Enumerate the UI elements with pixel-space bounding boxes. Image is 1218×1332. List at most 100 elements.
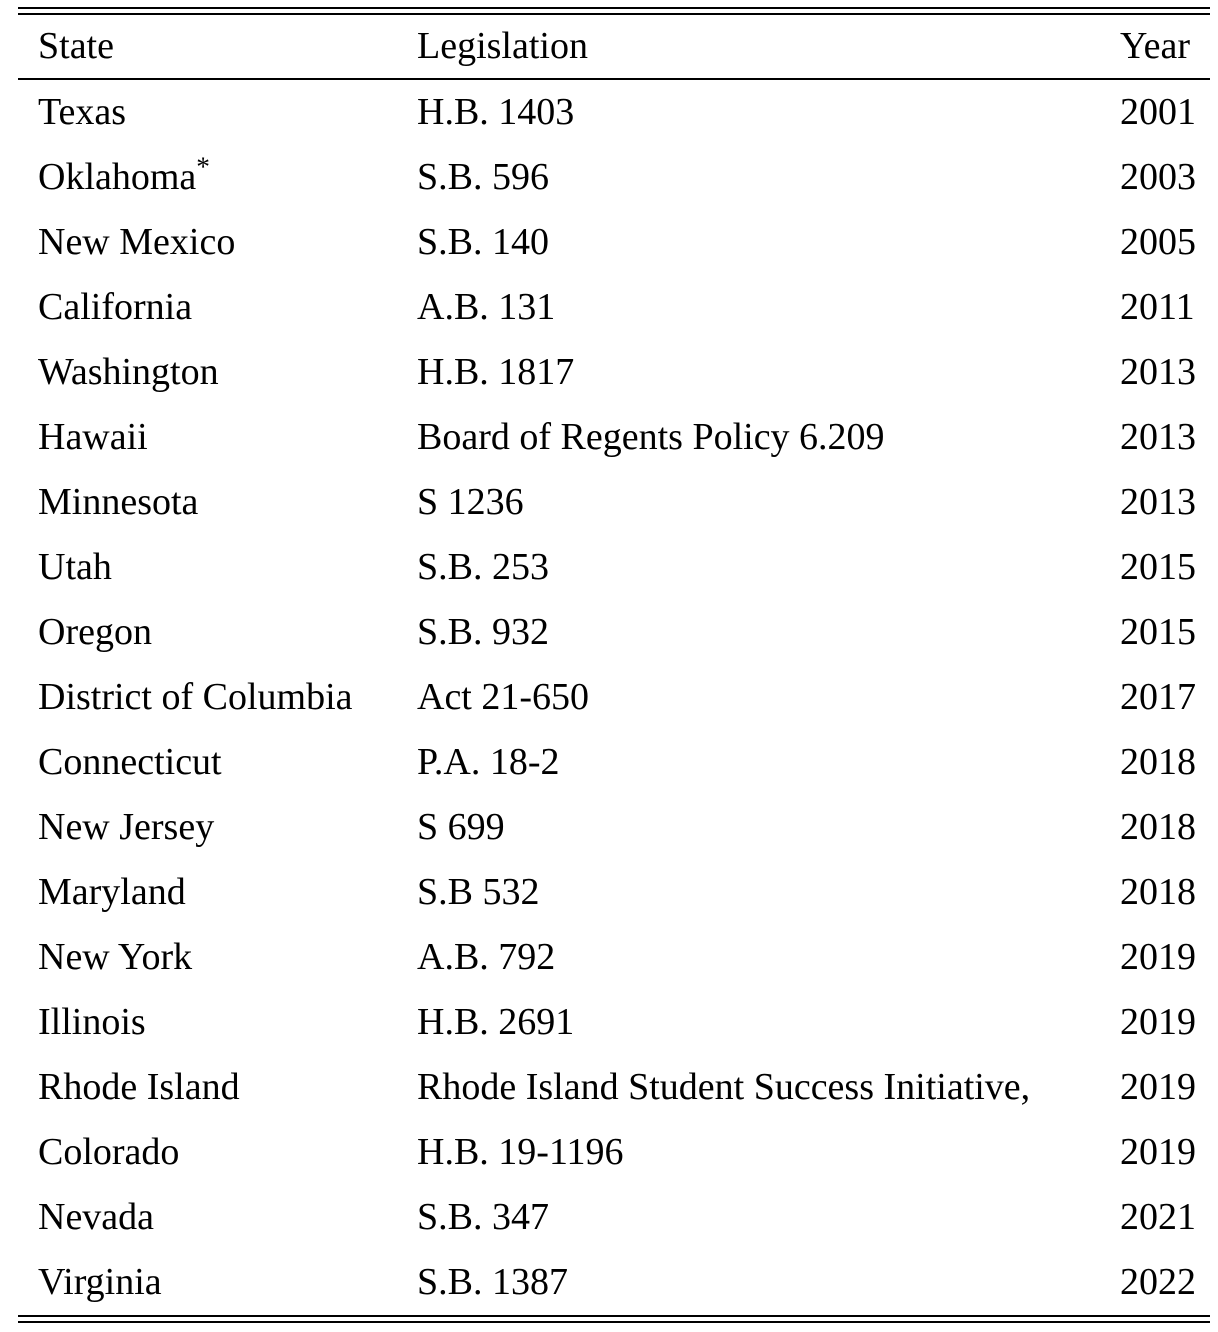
legislation-cell: S.B. 1387: [417, 1261, 568, 1303]
state-name: Washington: [38, 351, 219, 393]
legislation-cell: H.B. 2691: [417, 1001, 575, 1043]
state-cell: Oklahoma*: [18, 145, 397, 210]
table-row: New Jersey S 699 2018: [18, 795, 1210, 860]
table-row: Oklahoma* S.B. 596 2003: [18, 145, 1210, 210]
year-cell: 2005: [1120, 221, 1196, 263]
year-cell: 2018: [1120, 871, 1196, 913]
state-name: Connecticut: [38, 741, 222, 783]
state-name: District of Columbia: [38, 676, 353, 718]
state-name: Colorado: [38, 1131, 180, 1173]
state-name: California: [38, 286, 193, 328]
state-name: Oregon: [38, 611, 152, 653]
table-row: Hawaii Board of Regents Policy 6.209 2013: [18, 405, 1210, 470]
state-cell: District of Columbia: [18, 665, 397, 730]
table-row: New Mexico S.B. 140 2005: [18, 210, 1210, 275]
legislation-cell: Board of Regents Policy 6.209: [417, 416, 885, 458]
year-cell: 2013: [1120, 416, 1196, 458]
state-name: Minnesota: [38, 481, 199, 523]
state-name: Oklahoma: [38, 156, 197, 198]
table-double-rule-frame: State Legislation Year Texas H.B. 1403 200…: [18, 7, 1210, 1323]
legislation-cell: A.B. 131: [417, 286, 556, 328]
year-cell: 2015: [1120, 546, 1196, 588]
year-cell: 2019: [1120, 1001, 1196, 1043]
state-cell: Utah: [18, 535, 397, 600]
table-row: Utah S.B. 253 2015: [18, 535, 1210, 600]
state-cell: California: [18, 275, 397, 340]
year-cell: 2019: [1120, 1066, 1196, 1108]
column-header-state: State: [18, 14, 397, 80]
state-name: Nevada: [38, 1196, 155, 1238]
state-cell: Hawaii: [18, 405, 397, 470]
legislation-cell: S.B. 347: [417, 1196, 549, 1238]
year-cell: 2022: [1120, 1261, 1196, 1303]
legislation-cell: S.B. 596: [417, 156, 549, 198]
state-cell: Colorado: [18, 1120, 397, 1185]
state-cell: Texas: [18, 79, 397, 145]
year-cell: 2013: [1120, 481, 1196, 523]
legislation-cell: Act 21-650: [417, 676, 590, 718]
column-header-year: Year: [1100, 14, 1210, 80]
state-name: Hawaii: [38, 416, 148, 458]
state-cell: Rhode Island: [18, 1055, 397, 1120]
year-cell: 2021: [1120, 1196, 1196, 1238]
year-cell: 2018: [1120, 741, 1196, 783]
legislation-cell: P.A. 18-2: [417, 741, 560, 783]
legislation-cell: S.B. 253: [417, 546, 549, 588]
table-row: Nevada S.B. 347 2021: [18, 1185, 1210, 1250]
state-cell: New York: [18, 925, 397, 990]
table-row: New York A.B. 792 2019: [18, 925, 1210, 990]
legislation-cell: Rhode Island Student Success Initiative,: [417, 1066, 1031, 1108]
state-cell: Nevada: [18, 1185, 397, 1250]
table-row: Colorado H.B. 19-1196 2019: [18, 1120, 1210, 1185]
state-cell: Virginia: [18, 1250, 397, 1316]
table-row: Connecticut P.A. 18-2 2018: [18, 730, 1210, 795]
state-cell: Washington: [18, 340, 397, 405]
table-header: State Legislation Year: [18, 14, 1210, 80]
legislation-cell: H.B. 19-1196: [417, 1131, 624, 1173]
legislation-cell: H.B. 1817: [417, 351, 575, 393]
table-row: Washington H.B. 1817 2013: [18, 340, 1210, 405]
state-name: New Mexico: [38, 221, 236, 263]
state-name: New Jersey: [38, 806, 215, 848]
legislation-cell: A.B. 792: [417, 936, 556, 978]
state-legislation-table: State Legislation Year Texas H.B. 1403 200…: [18, 13, 1210, 1317]
legislation-cell: S.B. 932: [417, 611, 549, 653]
state-name: Rhode Island: [38, 1066, 240, 1108]
table-row: Texas H.B. 1403 2001: [18, 79, 1210, 145]
table-row: Illinois H.B. 2691 2019: [18, 990, 1210, 1055]
legislation-cell: S.B 532: [417, 871, 540, 913]
legislation-cell: S.B. 140: [417, 221, 549, 263]
footnote-marker: *: [196, 151, 210, 182]
state-name: Utah: [38, 546, 112, 588]
legislation-cell: S 699: [417, 806, 505, 848]
year-cell: 2013: [1120, 351, 1196, 393]
table-row: Minnesota S 1236 2013: [18, 470, 1210, 535]
table-row: Oregon S.B. 932 2015: [18, 600, 1210, 665]
year-cell: 2001: [1120, 91, 1196, 133]
state-name: Virginia: [38, 1261, 162, 1303]
state-cell: Illinois: [18, 990, 397, 1055]
table-row: California A.B. 131 2011: [18, 275, 1210, 340]
header-row: State Legislation Year: [18, 14, 1210, 80]
table-body: Texas H.B. 1403 2001 Oklahoma* S.B. 596 2003 N…: [18, 79, 1210, 1316]
table-row: District of Columbia Act 21-650 2017: [18, 665, 1210, 730]
state-cell: Connecticut: [18, 730, 397, 795]
state-name: Maryland: [38, 871, 186, 913]
year-cell: 2018: [1120, 806, 1196, 848]
year-cell: 2011: [1120, 286, 1195, 328]
table-row: Rhode Island Rhode Island Student Success…: [18, 1055, 1210, 1120]
table-row: Maryland S.B 532 2018: [18, 860, 1210, 925]
state-name: Illinois: [38, 1001, 146, 1043]
state-name: New York: [38, 936, 193, 978]
column-header-legislation: Legislation: [397, 14, 1100, 80]
state-cell: Minnesota: [18, 470, 397, 535]
table-row: Virginia S.B. 1387 2022: [18, 1250, 1210, 1316]
state-cell: Oregon: [18, 600, 397, 665]
year-cell: 2019: [1120, 936, 1196, 978]
year-cell: 2003: [1120, 156, 1196, 198]
legislation-cell: H.B. 1403: [417, 91, 575, 133]
state-cell: New Jersey: [18, 795, 397, 860]
year-cell: 2017: [1120, 676, 1196, 718]
state-cell: New Mexico: [18, 210, 397, 275]
